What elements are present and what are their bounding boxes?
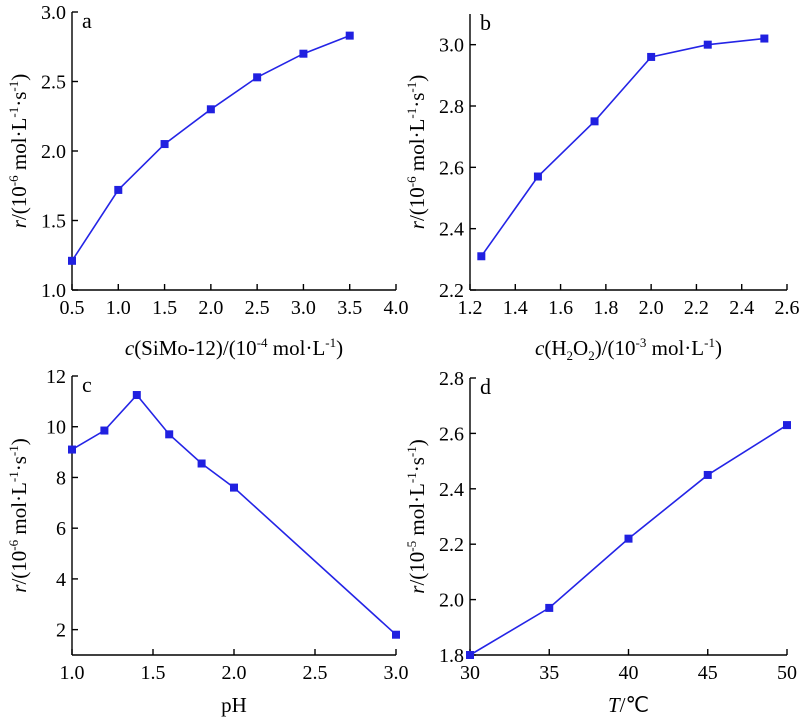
data-point — [466, 651, 474, 659]
chart-panel-c: 1.0 1.5 2.0 2.5 3.0 2 4 6 8 10 12 c pH r/(10-6 mol·L-… — [6, 366, 409, 717]
x-tick-label: 4.0 — [384, 297, 409, 319]
x-tick-label: 2.0 — [639, 297, 664, 319]
y-tick-label: 4 — [56, 569, 66, 591]
data-point — [783, 421, 791, 430]
y-tick-label: 3.0 — [439, 35, 464, 57]
y-tick-label: 2.8 — [439, 96, 464, 118]
x-axis-label: c(SiMo-12)/(10-4 mol·L-1) — [125, 335, 343, 360]
data-point — [590, 117, 599, 126]
x-tick-label: 2.0 — [222, 662, 247, 684]
series-line — [71, 34, 351, 262]
y-axis-label: r/(10-6 mol·L-1·s-1) — [6, 438, 31, 592]
data-point — [206, 105, 215, 114]
x-tick-label: 3.0 — [384, 662, 409, 684]
panel-letter: a — [82, 8, 92, 33]
data-point — [760, 34, 769, 43]
data-point — [230, 483, 238, 492]
y-axis-label: r/(10-6 mol·L-1·s-1) — [404, 75, 429, 229]
y-tick-label: 2.2 — [439, 280, 464, 302]
series-line — [71, 393, 397, 636]
data-point — [345, 31, 354, 40]
x-tick-label: 0.5 — [60, 297, 85, 319]
data-point — [477, 252, 486, 261]
y-tick-label: 2.0 — [439, 590, 464, 612]
data-point — [392, 630, 400, 639]
x-tick-label: 1.5 — [152, 297, 177, 319]
data-point — [100, 426, 109, 435]
data-point — [703, 470, 712, 479]
panel-letter: b — [480, 10, 491, 35]
data-point — [160, 140, 169, 149]
x-tick-label: 1.2 — [458, 297, 483, 319]
data-point — [647, 52, 656, 61]
x-tick-label: 2.5 — [303, 662, 328, 684]
x-axis-label: T/℃ — [608, 693, 649, 717]
y-tick-label: 10 — [46, 417, 66, 439]
data-point — [533, 172, 542, 181]
panel-letter: c — [82, 372, 92, 397]
x-tick-label: 1.0 — [60, 662, 85, 684]
y-tick-label: 8 — [56, 467, 66, 489]
x-tick-label: 1.8 — [593, 297, 618, 319]
data-point — [197, 459, 206, 468]
series-line — [480, 37, 765, 257]
y-tick-label: 2.6 — [439, 423, 464, 445]
x-tick-label: 3.5 — [337, 297, 362, 319]
y-tick-label: 6 — [56, 518, 66, 540]
y-tick-label: 2.4 — [439, 479, 464, 501]
data-point — [165, 430, 174, 439]
x-tick-label: 1.5 — [141, 662, 166, 684]
y-tick-label: 1.8 — [439, 645, 464, 667]
y-axis-label: r/(10-6 mol·L-1·s-1) — [6, 74, 31, 228]
panel-letter: d — [480, 374, 491, 399]
data-point — [68, 256, 76, 265]
y-tick-label: 1.5 — [41, 211, 66, 233]
y-tick-label: 2.4 — [439, 219, 464, 241]
x-axis-label: pH — [221, 693, 247, 717]
x-tick-label: 3.0 — [291, 297, 316, 319]
y-axis-label: r/(10-5 mol·L-1·s-1) — [404, 439, 429, 593]
x-tick-label: 40 — [619, 662, 639, 684]
y-tick-label: 2.8 — [439, 368, 464, 390]
data-point — [624, 534, 633, 543]
x-tick-label: 1.4 — [503, 297, 528, 319]
x-tick-label: 45 — [698, 662, 718, 684]
chart-panel-a: 0.5 1.0 1.5 2.0 2.5 3.0 3.5 4.01.01.52.02.53.0 a… — [6, 2, 409, 360]
chart-panel-d: 30 35 40 45 50 1.8 2.0 2.2 2.4 2.6 2.8 d T/℃ r/(10-5 … — [404, 368, 797, 717]
y-tick-label: 2.2 — [439, 534, 464, 556]
x-tick-label: 2.4 — [729, 297, 754, 319]
x-tick-label: 50 — [777, 662, 797, 684]
x-tick-label: 1.6 — [548, 297, 573, 319]
x-tick-label: 1.0 — [106, 297, 131, 319]
data-point — [299, 49, 308, 58]
data-point — [703, 40, 712, 49]
data-point — [545, 603, 554, 612]
y-tick-label: 2.5 — [41, 72, 66, 94]
x-tick-label: 2.0 — [198, 297, 223, 319]
data-point — [114, 185, 123, 194]
x-tick-label: 35 — [539, 662, 559, 684]
data-point — [132, 391, 141, 400]
x-axis-label: c(H2O2)/(10-3 mol·L-1) — [535, 335, 722, 363]
y-tick-label: 1.0 — [41, 280, 66, 302]
x-tick-label: 2.6 — [775, 297, 800, 319]
x-tick-label: 2.5 — [245, 297, 270, 319]
y-tick-label: 12 — [46, 366, 66, 388]
y-tick-label: 3.0 — [41, 2, 66, 24]
y-tick-label: 2.6 — [439, 157, 464, 179]
data-point — [68, 445, 76, 454]
y-tick-label: 2 — [56, 620, 66, 642]
x-tick-label: 30 — [460, 662, 480, 684]
chart-panel-b: 1.2 1.4 1.6 1.8 2.0 2.2 2.4 2.6 2.2 2.4 2.6 2.8 3.0 b… — [404, 10, 800, 363]
data-point — [253, 73, 262, 82]
x-tick-label: 2.2 — [684, 297, 709, 319]
y-tick-label: 2.0 — [41, 141, 66, 163]
